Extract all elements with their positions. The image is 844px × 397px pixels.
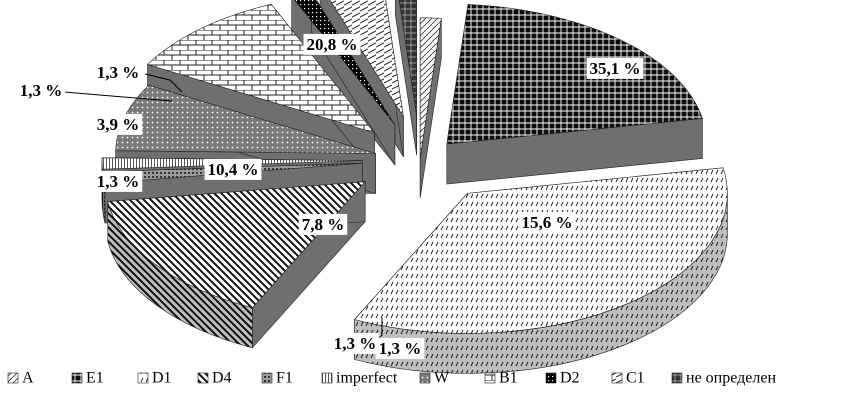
legend-swatch-undetermined (671, 372, 683, 384)
pie-slice-A (419, 17, 442, 198)
leader-line-undetermined (144, 73, 183, 93)
legend-item-A: A (7, 370, 34, 387)
legend-item-C1: C1 (611, 370, 645, 387)
legend-item-undetermined: не определен (671, 370, 776, 387)
data-label-A: 1,3 % (97, 172, 140, 191)
legend-swatch-D2 (545, 372, 557, 384)
data-label-F1: 1,3 % (334, 334, 377, 353)
data-label-B1: 10,4 % (208, 160, 259, 179)
legend-item-D4: D4 (197, 370, 232, 387)
data-label-W: 7,8 % (302, 215, 345, 234)
data-label-box-imperfect (375, 337, 425, 359)
data-label-box-F1 (330, 332, 380, 354)
leader-line-D2 (63, 91, 173, 102)
data-label-C1: 3,9 % (97, 115, 140, 134)
legend-item-D1: D1 (137, 370, 172, 387)
data-label-box-E1 (303, 33, 361, 55)
data-label-E1: 20,8 % (307, 35, 358, 54)
legend-item-E1: E1 (71, 370, 104, 387)
legend-swatch-E1 (71, 372, 83, 384)
data-label-box-D1 (586, 57, 644, 79)
legend-swatch-W (419, 372, 431, 384)
data-label-box-D2 (16, 79, 66, 101)
legend-label-A: A (22, 370, 34, 387)
data-label-box-A (93, 170, 143, 192)
legend-label-imperfect: imperfect (336, 370, 398, 387)
legend-label-C1: C1 (626, 370, 645, 387)
legend-label-D2: D2 (560, 370, 580, 387)
pie-slice-D4 (107, 180, 366, 349)
pie-slice-E1 (446, 4, 703, 185)
data-label-D2: 1,3 % (20, 81, 63, 100)
data-label-D1: 35,1 % (590, 59, 641, 78)
data-label-imperfect: 1,3 % (379, 339, 422, 358)
legend-swatch-D1 (137, 372, 149, 384)
data-label-box-undetermined (93, 61, 143, 83)
legend-label-D4: D4 (212, 370, 232, 387)
data-label-D4: 15,6 % (522, 213, 573, 232)
legend-swatch-A (7, 372, 19, 384)
legend-label-B1: B1 (499, 370, 518, 387)
pie-slice-undetermined (395, 0, 417, 155)
legend-label-W: W (434, 370, 450, 387)
legend-swatch-D4 (197, 372, 209, 384)
data-label-box-C1 (93, 113, 143, 135)
legend-item-imperfect: imperfect (321, 370, 398, 387)
legend-swatch-F1 (261, 372, 273, 384)
legend-item-B1: B1 (484, 370, 518, 387)
legend-item-F1: F1 (261, 370, 293, 387)
legend-swatch-B1 (484, 372, 496, 384)
legend-swatch-imperfect (321, 372, 333, 384)
legend-item-W: W (419, 370, 450, 387)
legend-label-D1: D1 (152, 370, 172, 387)
data-label-box-D4 (518, 211, 576, 233)
data-label-box-B1 (204, 158, 262, 180)
data-label-undetermined: 1,3 % (97, 63, 140, 82)
legend-label-F1: F1 (276, 370, 293, 387)
data-label-box-W (298, 213, 348, 235)
legend-label-undetermined: не определен (686, 370, 776, 387)
legend-label-E1: E1 (86, 370, 104, 387)
legend-item-D2: D2 (545, 370, 580, 387)
legend-swatch-C1 (611, 372, 623, 384)
